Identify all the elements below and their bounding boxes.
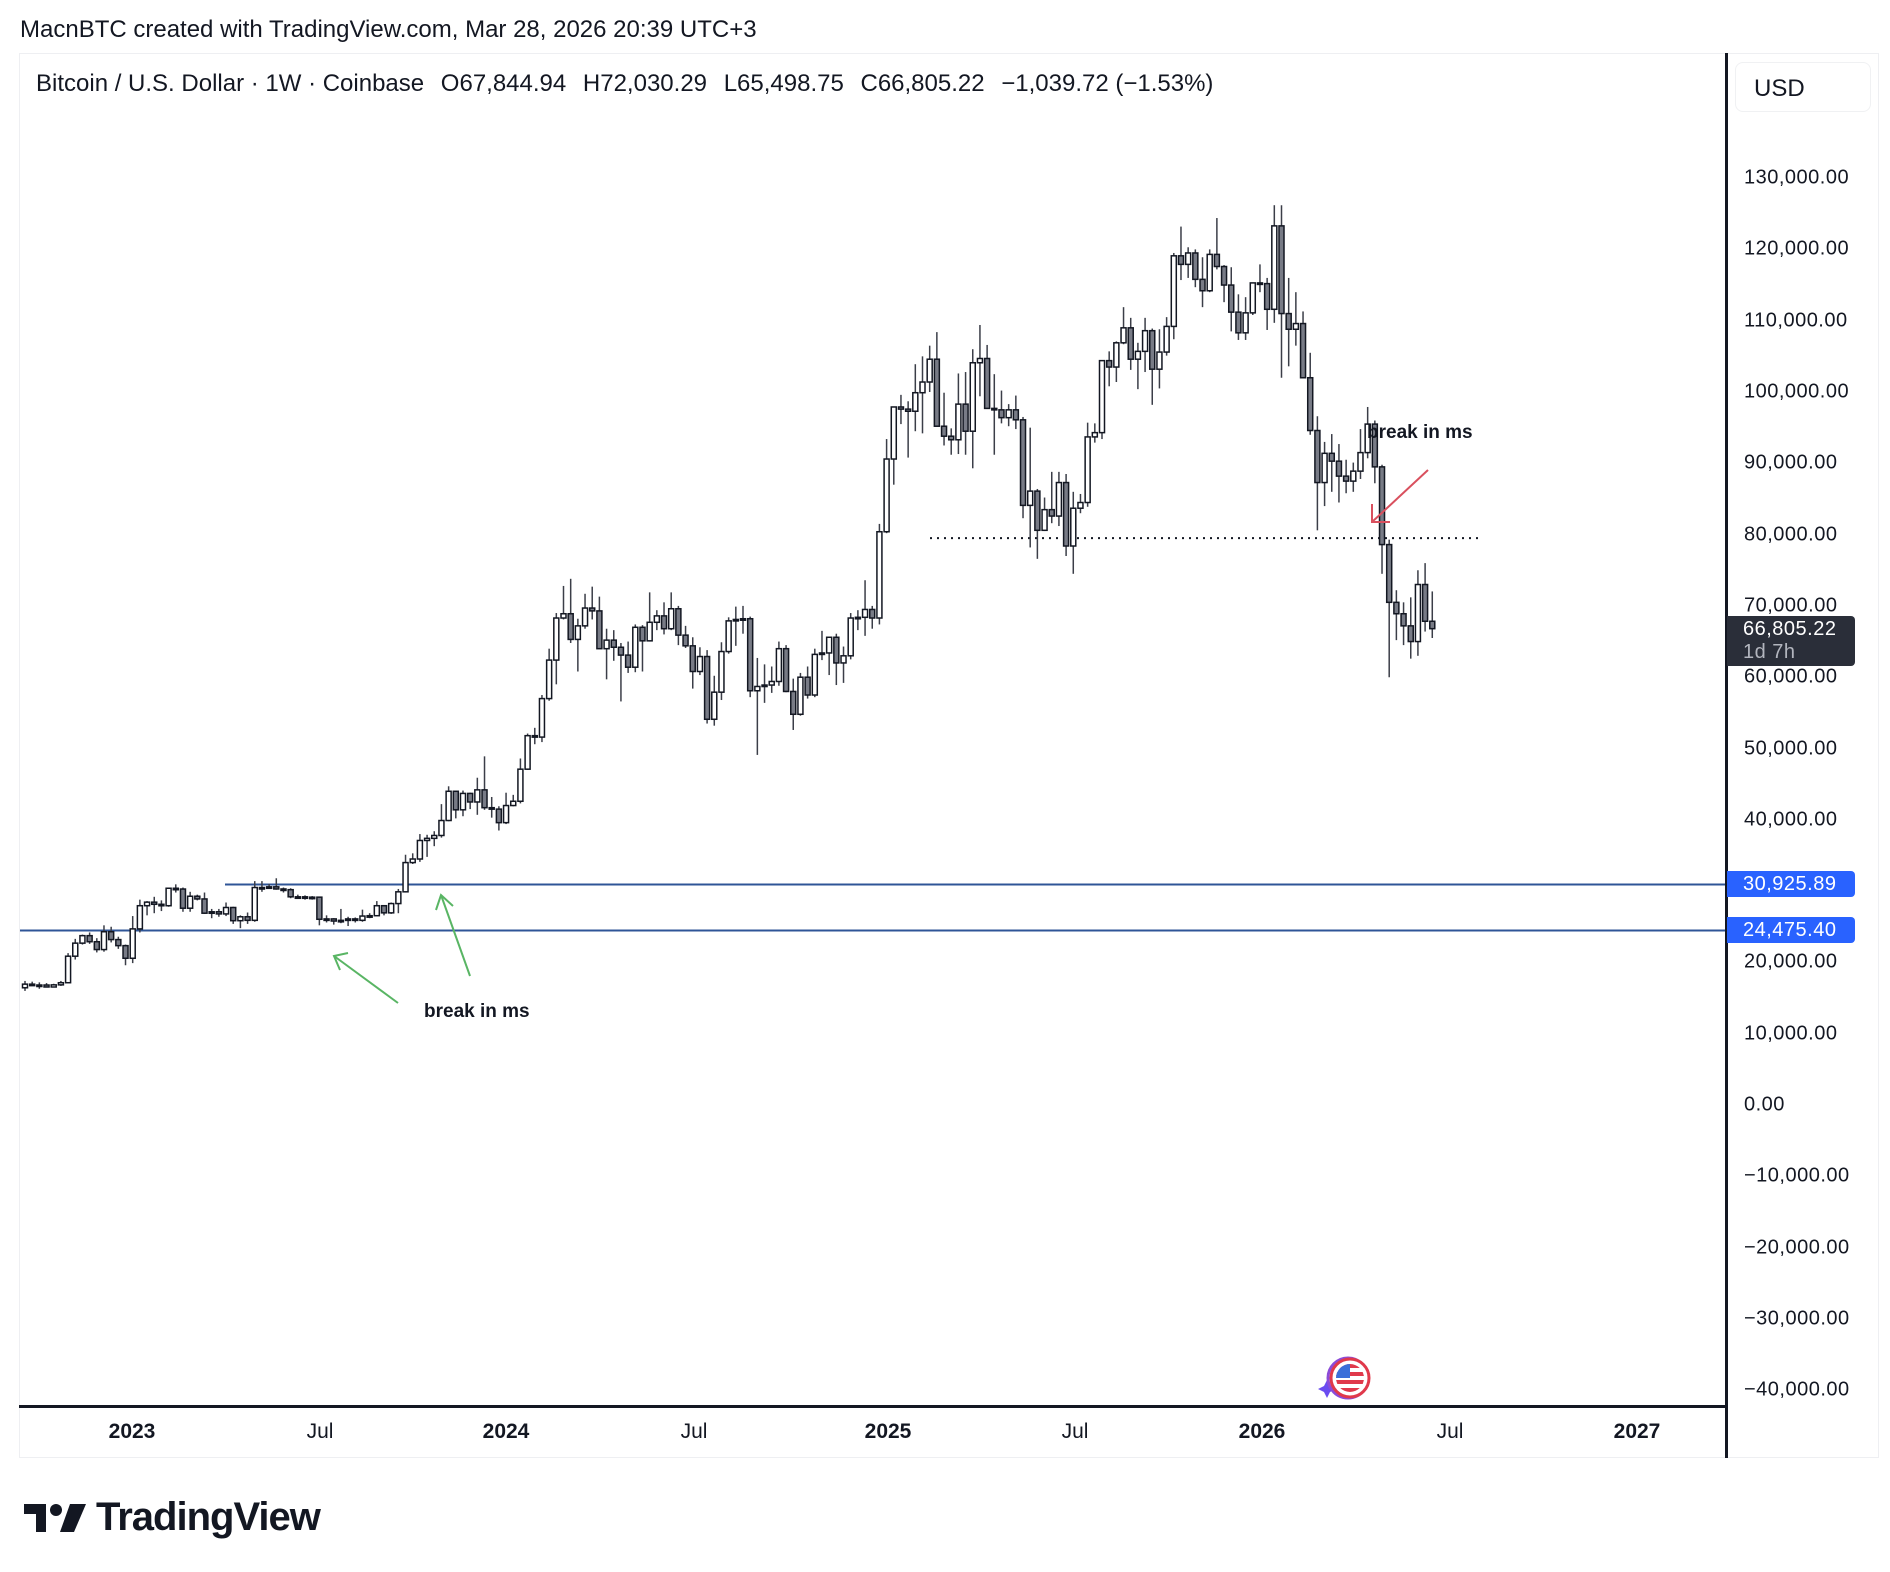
time-tick-label: 2025 xyxy=(864,1420,912,1443)
close-value: C66,805.22 xyxy=(860,70,985,97)
price-tick-label: 20,000.00 xyxy=(1744,950,1838,973)
price-tick-label: −10,000.00 xyxy=(1744,1164,1850,1187)
price-tick-label: 100,000.00 xyxy=(1744,380,1850,403)
horizontal-levels xyxy=(20,537,1726,932)
change-value: −1,039.72 (−1.53%) xyxy=(1001,70,1214,97)
price-tick-label: 120,000.00 xyxy=(1744,237,1850,260)
time-tick-label: Jul xyxy=(1061,1420,1089,1443)
symbol-title[interactable]: Bitcoin / U.S. Dollar · 1W · Coinbase xyxy=(36,70,425,97)
green-arrow-up-icon xyxy=(435,893,471,977)
chart-credit: MacnBTC created with TradingView.com, Ma… xyxy=(20,16,757,43)
time-tick-label: Jul xyxy=(680,1420,708,1443)
currency-button[interactable]: USD xyxy=(1735,62,1871,112)
price-tick-label: 0.00 xyxy=(1744,1093,1785,1116)
tradingview-logo[interactable]: TradingView xyxy=(24,1495,321,1540)
red-arrow-icon xyxy=(1371,469,1429,523)
time-axis-border xyxy=(19,1405,1728,1408)
tradingview-logo-icon xyxy=(24,1503,86,1532)
chart-frame xyxy=(19,53,1879,1458)
price-axis-border xyxy=(1725,53,1728,1458)
time-tick-label: 2023 xyxy=(108,1420,156,1443)
time-tick-label: Jul xyxy=(1436,1420,1464,1443)
candlestick-series xyxy=(21,205,1436,991)
high-value: H72,030.29 xyxy=(582,70,708,97)
time-tick-label: 2026 xyxy=(1238,1420,1286,1443)
price-tick-label: 10,000.00 xyxy=(1744,1022,1838,1045)
price-tick-label: −30,000.00 xyxy=(1744,1307,1850,1330)
open-value: O67,844.94 xyxy=(440,70,567,97)
time-tick-label: 2027 xyxy=(1613,1420,1661,1443)
price-tick-label: 130,000.00 xyxy=(1744,166,1850,189)
price-tick-label: 90,000.00 xyxy=(1744,451,1838,474)
price-tick-label: 40,000.00 xyxy=(1744,808,1838,831)
low-value: L65,498.75 xyxy=(723,70,844,97)
time-tick-label: Jul xyxy=(306,1420,334,1443)
ohlc-legend: Bitcoin / U.S. Dollar · 1W · Coinbase O6… xyxy=(36,70,1223,98)
green-arrow-left-icon xyxy=(332,952,399,1004)
price-tick-label: 50,000.00 xyxy=(1744,737,1838,759)
level-tag-upper[interactable]: 30,925.89 xyxy=(1727,871,1855,897)
price-tick-label: −40,000.00 xyxy=(1744,1378,1850,1401)
time-tick-label: 2024 xyxy=(482,1420,530,1443)
tradingview-logo-text: TradingView xyxy=(96,1495,321,1539)
level-tag-lower[interactable]: 24,475.40 xyxy=(1727,917,1855,943)
price-tick-label: 60,000.00 xyxy=(1744,665,1838,688)
bar-countdown: 1d 7h xyxy=(1743,641,1796,663)
price-tick-label: 110,000.00 xyxy=(1744,309,1848,332)
annotation-top-text[interactable]: break in ms xyxy=(1367,422,1473,443)
price-tick-label: −20,000.00 xyxy=(1744,1236,1850,1259)
annotation-bottom-text[interactable]: break in ms xyxy=(424,1001,530,1022)
price-tick-label: 80,000.00 xyxy=(1744,523,1838,546)
last-price-value: 66,805.22 xyxy=(1743,618,1837,640)
last-price-tag: 66,805.22 1d 7h xyxy=(1727,616,1855,666)
us-flag-badge-icon[interactable] xyxy=(1310,1356,1374,1407)
price-tick-label: 70,000.00 xyxy=(1744,594,1838,617)
